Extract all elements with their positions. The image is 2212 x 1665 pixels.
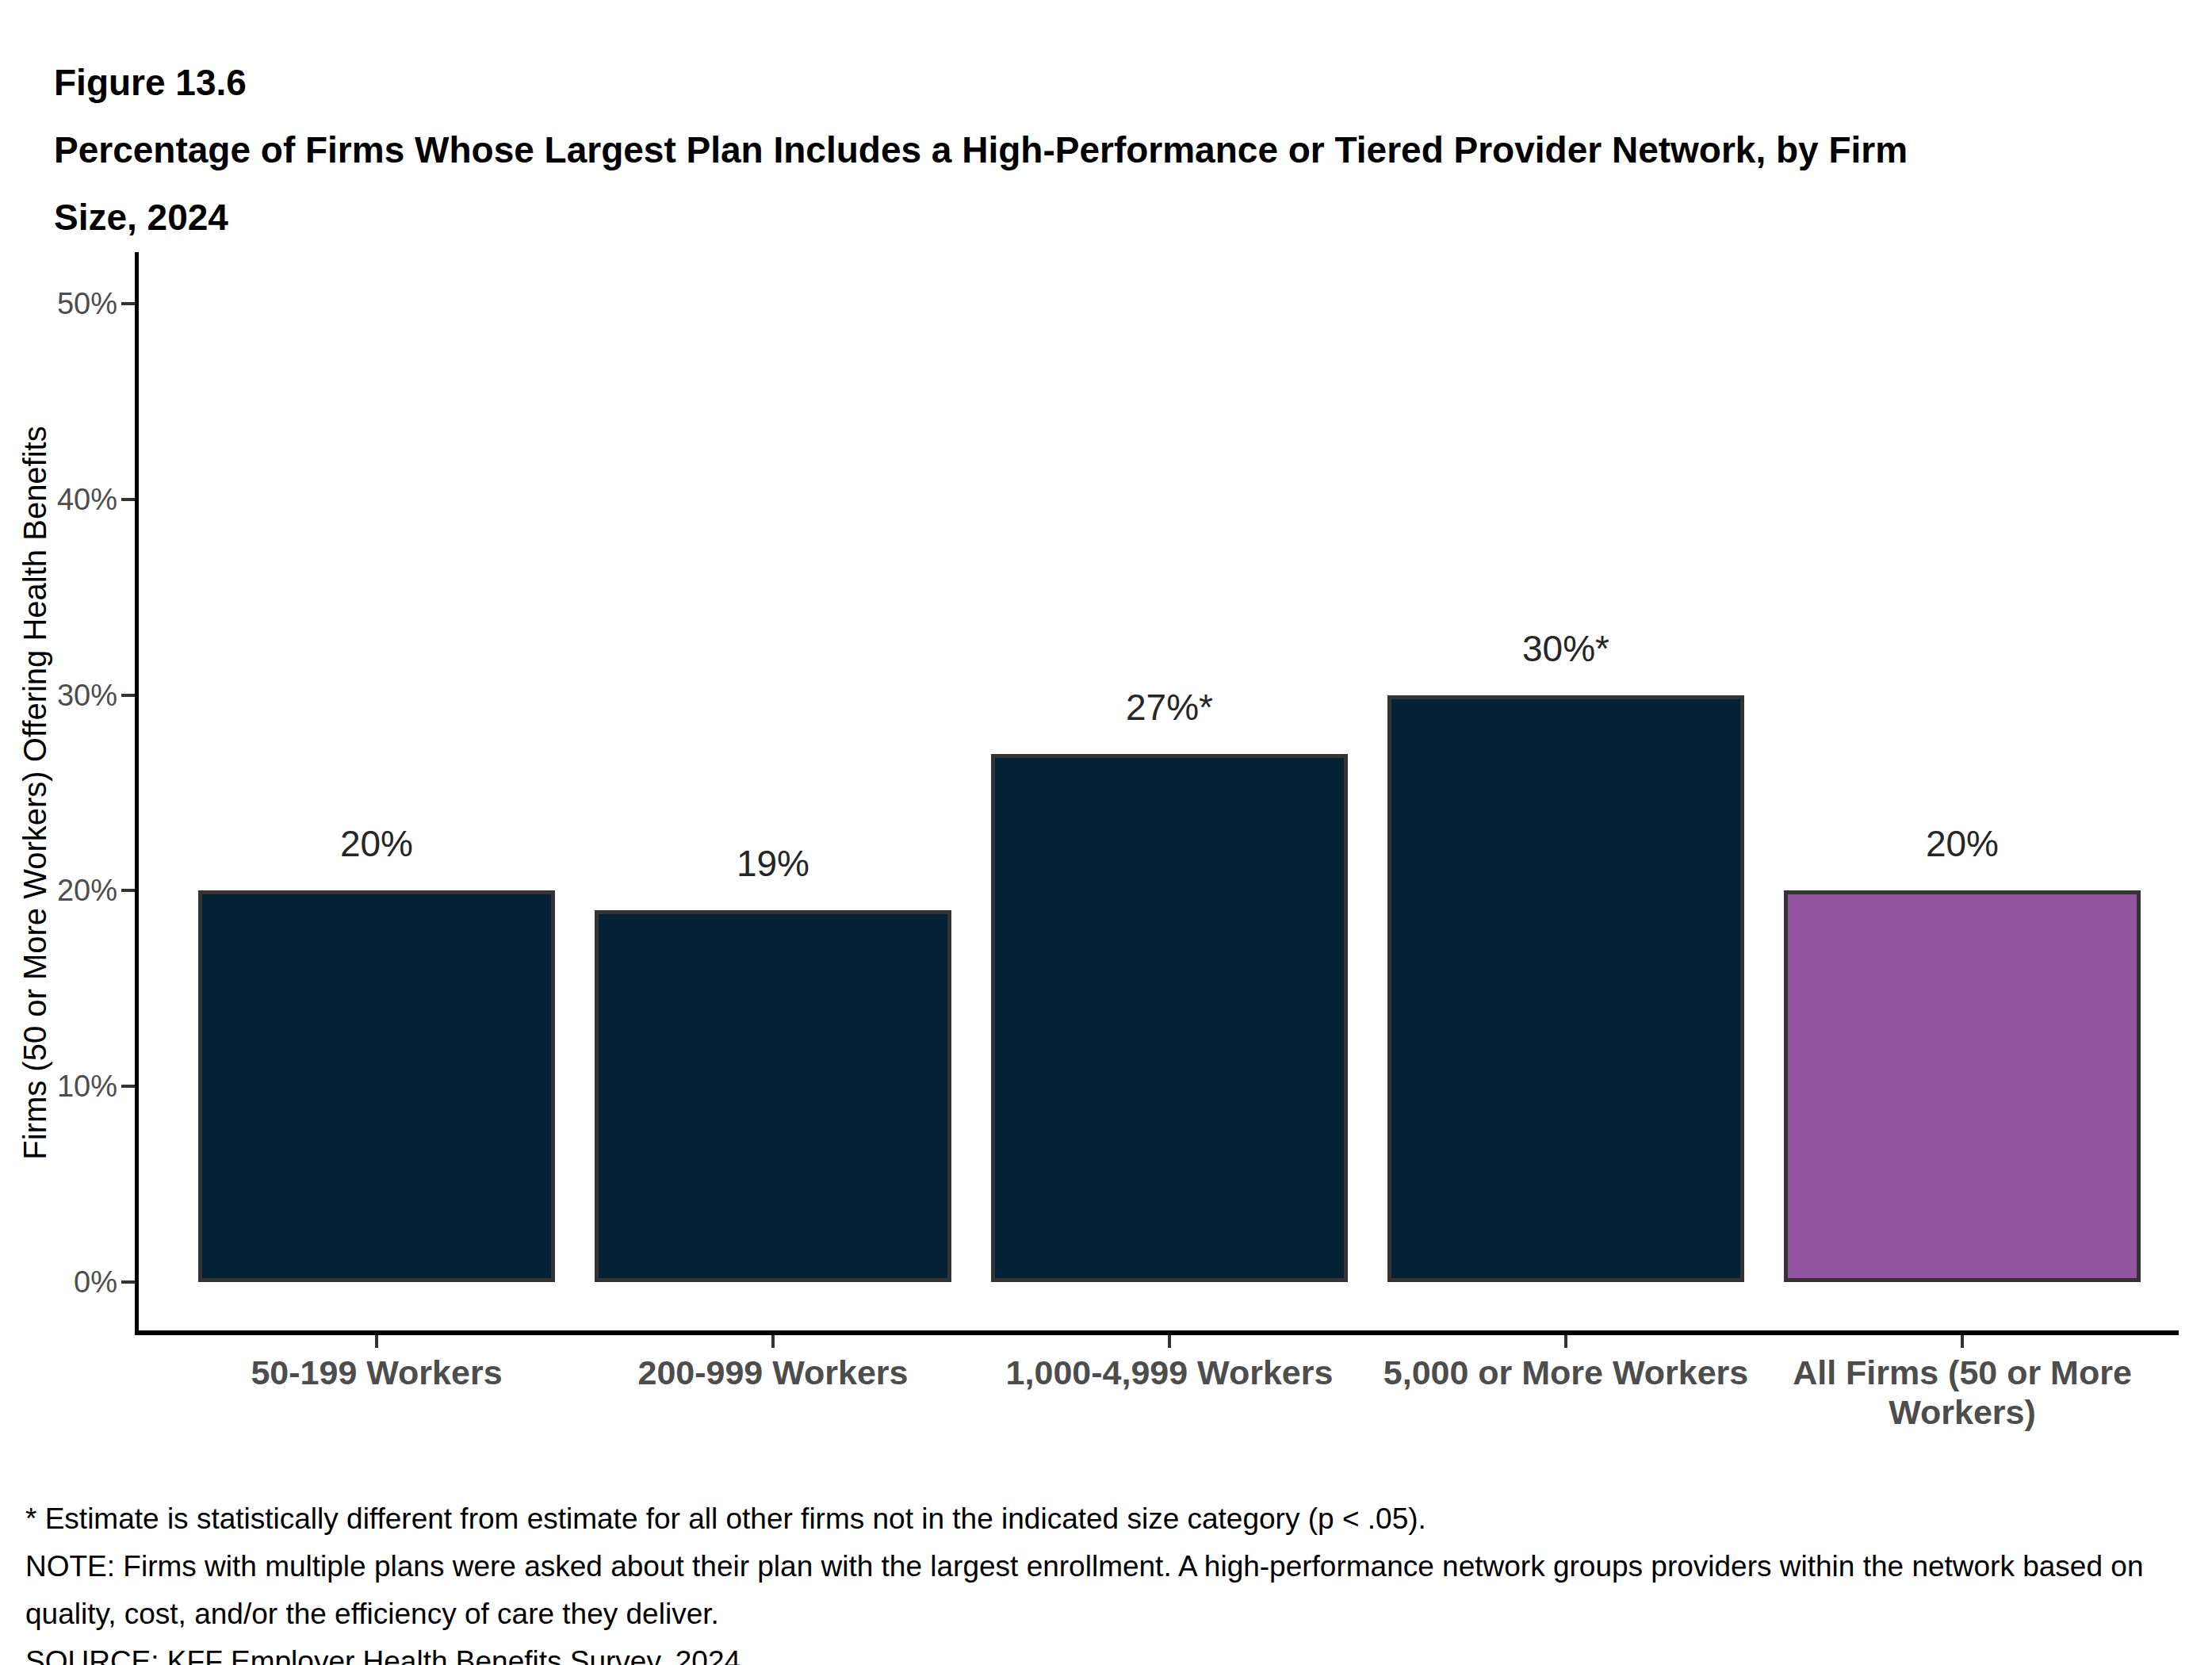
footnote-source: SOURCE: KFF Employer Health Benefits Sur… <box>25 1638 2158 1665</box>
y-tick-label: 30% <box>16 678 117 713</box>
x-tick-mark <box>375 1335 378 1348</box>
bar-value-label: 19% <box>595 844 951 883</box>
y-tick-mark <box>121 694 135 697</box>
bar-200-999-workers <box>595 910 951 1282</box>
y-tick-mark <box>121 1085 135 1088</box>
y-tick-label: 10% <box>16 1069 117 1104</box>
x-tick-mark <box>1961 1335 1964 1348</box>
x-axis-category-label: All Firms (50 or More Workers) <box>1756 1353 2168 1432</box>
footnote-note: NOTE: Firms with multiple plans were ask… <box>25 1543 2158 1638</box>
y-tick-mark <box>121 1280 135 1284</box>
x-axis-line <box>135 1330 2179 1335</box>
x-tick-mark <box>1564 1335 1567 1348</box>
bar-value-label: 27%* <box>991 687 1348 727</box>
y-tick-label: 40% <box>16 482 117 517</box>
x-axis-category-label: 5,000 or More Workers <box>1360 1353 1772 1392</box>
y-tick-mark <box>121 302 135 305</box>
bar-value-label: 30%* <box>1387 629 1744 668</box>
footnotes: * Estimate is statistically different fr… <box>25 1495 2158 1665</box>
bar-50-199-workers <box>198 890 555 1282</box>
y-tick-label: 20% <box>16 873 117 908</box>
x-tick-mark <box>1168 1335 1171 1348</box>
bar-value-label: 20% <box>198 824 555 863</box>
bar-value-label: 20% <box>1784 824 2141 863</box>
x-axis-category-label: 1,000-4,999 Workers <box>963 1353 1376 1392</box>
y-axis-line <box>135 252 139 1335</box>
y-tick-label: 50% <box>16 286 117 321</box>
x-axis-category-label: 50-199 Workers <box>170 1353 583 1392</box>
y-tick-label: 0% <box>16 1265 117 1299</box>
bar-1-000-4-999-workers <box>991 754 1348 1282</box>
bar-all-firms-50-or-more-workers- <box>1784 890 2141 1282</box>
y-axis-title: Firms (50 or More Workers) Offering Heal… <box>17 426 53 1159</box>
bar-chart: Firms (50 or More Workers) Offering Heal… <box>0 0 2212 1665</box>
x-axis-category-label: 200-999 Workers <box>567 1353 979 1392</box>
y-tick-mark <box>121 889 135 892</box>
x-tick-mark <box>771 1335 775 1348</box>
bar-5-000-or-more-workers <box>1387 695 1744 1282</box>
footnote-asterisk: * Estimate is statistically different fr… <box>25 1495 2158 1543</box>
figure-page: Figure 13.6 Percentage of Firms Whose La… <box>0 0 2212 1665</box>
y-tick-mark <box>121 498 135 501</box>
